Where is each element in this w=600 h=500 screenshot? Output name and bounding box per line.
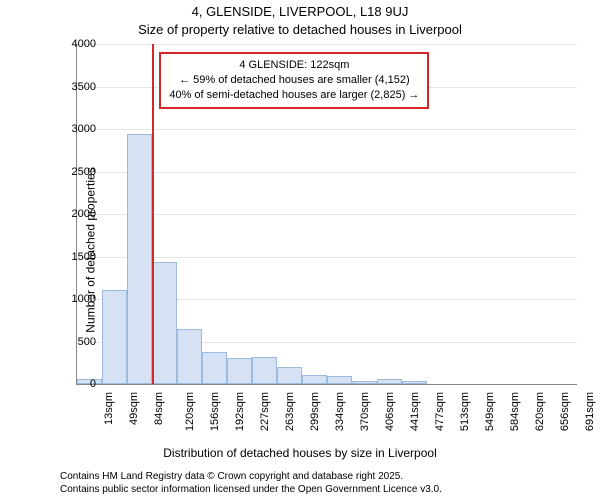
x-tick-label: 656sqm: [559, 392, 571, 431]
x-tick-label: 227sqm: [259, 392, 271, 431]
callout-line: ← 59% of detached houses are smaller (4,…: [169, 73, 419, 88]
x-tick-label: 13sqm: [103, 392, 115, 425]
attribution-line: Contains HM Land Registry data © Crown c…: [60, 470, 442, 483]
x-tick-label: 584sqm: [509, 392, 521, 431]
x-tick-label: 549sqm: [484, 392, 496, 431]
histogram-bar: [327, 376, 352, 384]
x-axis-label: Distribution of detached houses by size …: [0, 446, 600, 460]
histogram-bar: [377, 379, 402, 384]
attribution-line: Contains public sector information licen…: [60, 483, 442, 496]
x-tick-label: 477sqm: [434, 392, 446, 431]
histogram-bar: [227, 358, 252, 384]
x-tick-label: 620sqm: [534, 392, 546, 431]
y-tick-label: 4000: [56, 38, 96, 50]
histogram-bar: [302, 375, 327, 384]
histogram-bar: [352, 381, 377, 384]
x-tick-label: 299sqm: [309, 392, 321, 431]
x-tick-label: 441sqm: [409, 392, 421, 431]
histogram-bar: [202, 352, 227, 384]
y-tick-label: 1500: [56, 251, 96, 263]
x-tick-label: 691sqm: [584, 392, 596, 431]
x-tick-label: 120sqm: [184, 392, 196, 431]
x-tick-label: 49sqm: [128, 392, 140, 425]
x-tick-label: 156sqm: [209, 392, 221, 431]
histogram-bar: [152, 262, 177, 384]
histogram-bar: [102, 290, 127, 384]
histogram-bar: [177, 329, 202, 384]
histogram-bar: [127, 134, 152, 384]
x-tick-label: 513sqm: [459, 392, 471, 431]
histogram-bar: [277, 367, 302, 384]
y-tick-label: 1000: [56, 293, 96, 305]
histogram-bar: [252, 357, 277, 384]
page-title: 4, GLENSIDE, LIVERPOOL, L18 9UJ: [0, 4, 600, 19]
x-tick-label: 406sqm: [384, 392, 396, 431]
y-tick-label: 2000: [56, 208, 96, 220]
reference-marker: [152, 44, 154, 384]
y-tick-label: 3000: [56, 123, 96, 135]
callout-line: 40% of semi-detached houses are larger (…: [169, 88, 419, 103]
y-tick-label: 3500: [56, 81, 96, 93]
histogram-bar: [402, 381, 427, 384]
callout-box: 4 GLENSIDE: 122sqm← 59% of detached hous…: [159, 52, 429, 109]
x-tick-label: 370sqm: [359, 392, 371, 431]
y-tick-label: 2500: [56, 166, 96, 178]
y-tick-label: 500: [56, 336, 96, 348]
y-tick-label: 0: [56, 378, 96, 390]
callout-line: 4 GLENSIDE: 122sqm: [169, 58, 419, 73]
attribution-text: Contains HM Land Registry data © Crown c…: [60, 470, 442, 496]
x-tick-label: 334sqm: [334, 392, 346, 431]
x-tick-label: 263sqm: [284, 392, 296, 431]
x-tick-label: 84sqm: [153, 392, 165, 425]
chart-subtitle: Size of property relative to detached ho…: [0, 22, 600, 37]
chart-plot-area: 4 GLENSIDE: 122sqm← 59% of detached hous…: [76, 44, 577, 385]
x-tick-label: 192sqm: [234, 392, 246, 431]
